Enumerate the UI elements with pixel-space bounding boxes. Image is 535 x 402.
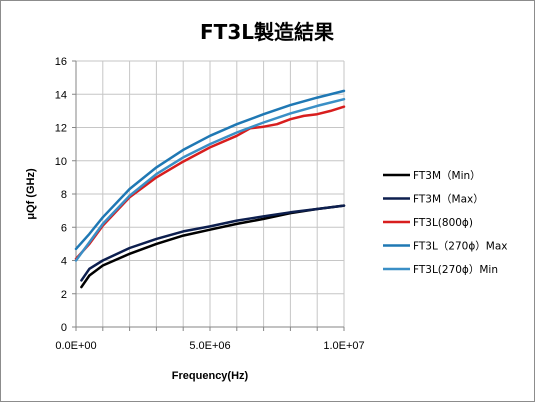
chart-title: FT3L製造結果 bbox=[200, 20, 334, 44]
y-tick-label: 14 bbox=[55, 89, 67, 101]
series-group bbox=[74, 89, 346, 289]
legend: FT3M（Min） FT3M（Max） FT3L(800ϕ) FT3L（270ϕ）Ma… bbox=[383, 170, 507, 276]
legend-label: FT3L（270ϕ）Max bbox=[413, 241, 507, 253]
x-tick-label: 1.0E+07 bbox=[323, 340, 364, 352]
series-line-2 bbox=[80, 204, 346, 282]
y-tick-label: 8 bbox=[61, 189, 67, 201]
y-tick-label: 12 bbox=[55, 123, 67, 135]
y-tick-label: 16 bbox=[55, 56, 67, 68]
series-line-4 bbox=[74, 89, 346, 251]
y-tick-label: 4 bbox=[61, 256, 67, 268]
y-tick-label: 0 bbox=[61, 322, 67, 334]
series-line-5 bbox=[74, 97, 346, 262]
legend-label: FT3L(270ϕ）Min bbox=[413, 264, 498, 276]
y-tick-label: 2 bbox=[61, 289, 67, 301]
y-axis-title: μQf (GHz) bbox=[25, 168, 37, 220]
legend-label: FT3L(800ϕ) bbox=[413, 217, 473, 229]
x-axis-title: Frequency(Hz) bbox=[172, 370, 249, 382]
x-tick-label: 5.0E+06 bbox=[189, 340, 230, 352]
axes: 0 2 4 6 8 10 12 14 16 0.0E+00 5.0E+06 1.0E+07 bbox=[55, 56, 365, 352]
legend-label: FT3M（Max） bbox=[413, 194, 484, 206]
x-tick-label: 0.0E+00 bbox=[55, 340, 96, 352]
y-tick-label: 10 bbox=[55, 156, 67, 168]
y-tick-label: 6 bbox=[61, 222, 67, 234]
legend-label: FT3M（Min） bbox=[413, 170, 481, 182]
